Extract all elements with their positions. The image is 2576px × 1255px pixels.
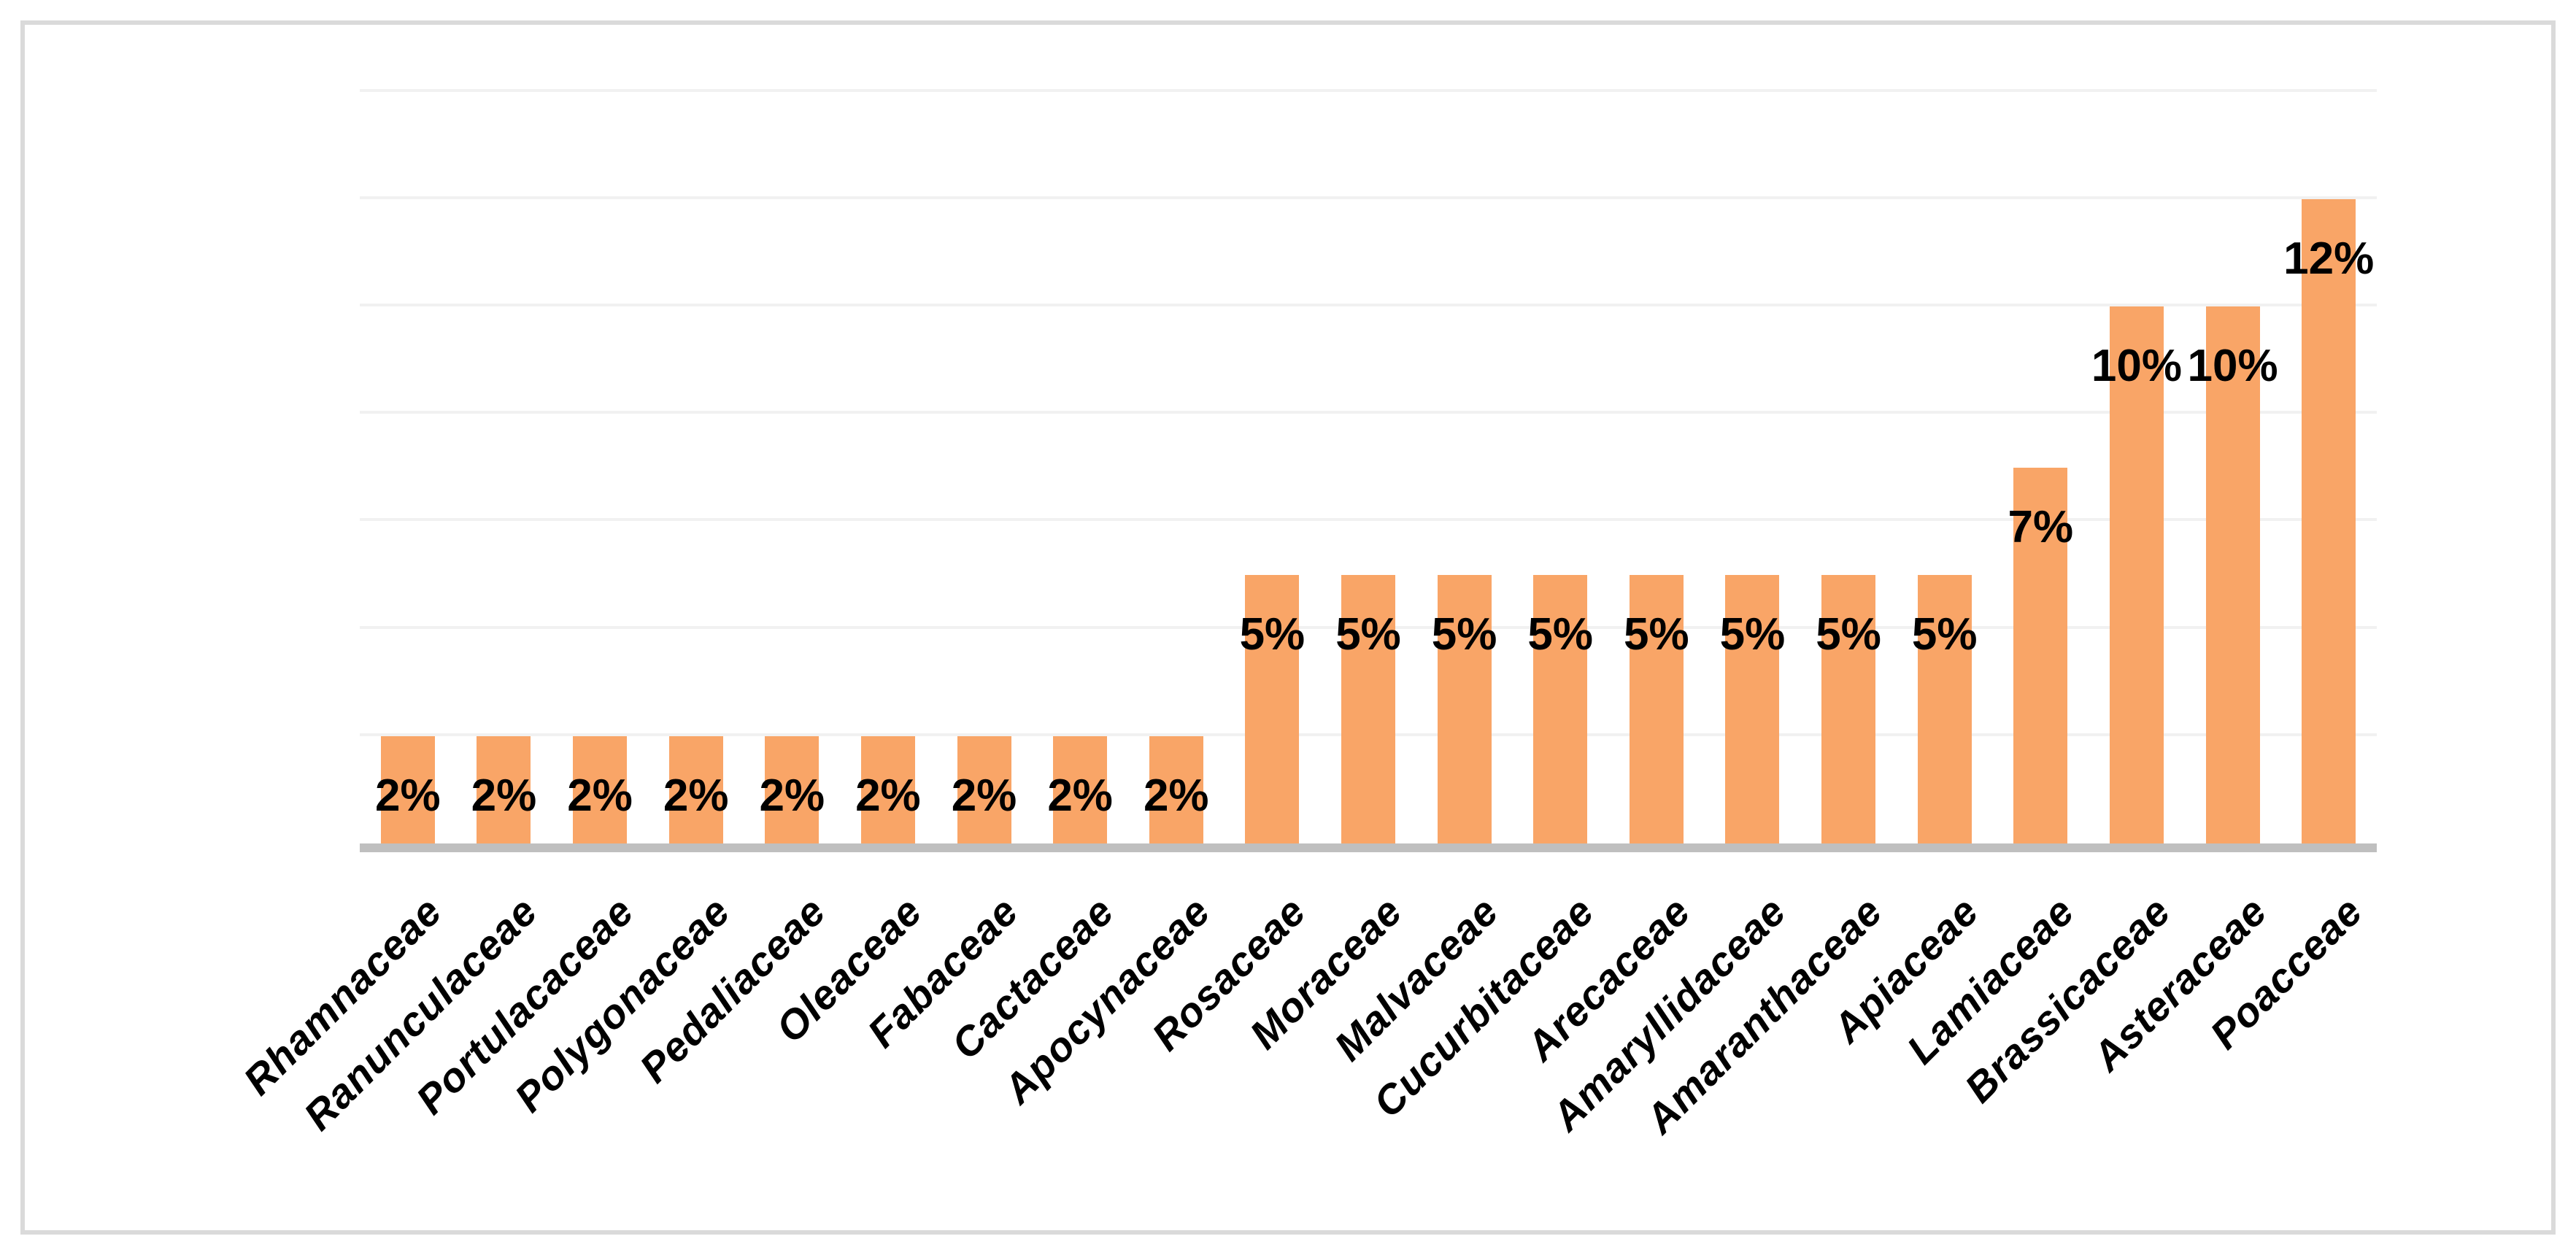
bar-Rhamnaceae: [380, 735, 435, 843]
bar-value-label-Cactaceae: 2%: [1047, 770, 1113, 821]
bar-value-label-Amaranthaceae: 5%: [1816, 609, 1881, 660]
bar-Lamiaceae: [2013, 467, 2068, 843]
bar-Malvaceae: [1437, 575, 1492, 843]
bar-value-label-Cucurbitaceae: 5%: [1527, 609, 1594, 660]
bar-Arecaceae: [1629, 575, 1684, 843]
bar-Rosaceae: [1245, 575, 1300, 843]
bar-value-label-Rhamnaceae: 2%: [374, 770, 441, 821]
bar-Cucurbitaceae: [1533, 575, 1588, 843]
gridline-6-percent: [360, 518, 2377, 522]
bar-Amaryllidaceae: [1725, 575, 1780, 843]
bar-value-label-Apocynaceae: 2%: [1143, 770, 1209, 821]
bar-value-label-Brassicaceae: 10%: [2091, 341, 2182, 391]
bar-Apocynaceae: [1149, 735, 1203, 843]
bar-value-label-Amaryllidaceae: 5%: [1719, 609, 1786, 660]
bar-Portulacaceae: [573, 735, 628, 843]
bar-Brassicaceae: [2109, 306, 2164, 843]
bar-Poacceae: [2302, 198, 2356, 843]
bar-Apiaceae: [1917, 575, 1972, 843]
bar-value-label-Rosaceae: 5%: [1239, 609, 1306, 660]
bar-value-label-Fabaceae: 2%: [951, 770, 1017, 821]
bar-value-label-Malvaceae: 5%: [1431, 609, 1497, 660]
bar-Amaranthaceae: [1821, 575, 1876, 843]
bar-Asteraceae: [2205, 306, 2260, 843]
bar-value-label-Oleaceae: 2%: [855, 770, 921, 821]
gridline-14-percent: [360, 88, 2377, 92]
gridline-10-percent: [360, 304, 2377, 306]
bar-value-label-Ranunculaceae: 2%: [471, 770, 537, 821]
bar-value-label-Poacceae: 12%: [2283, 233, 2375, 284]
bar-value-label-Portulacaceae: 2%: [567, 770, 633, 821]
bar-value-label-Moraceae: 5%: [1335, 609, 1401, 660]
bar-value-label-Arecaceae: 5%: [1624, 609, 1689, 660]
bar-Ranunculaceae: [477, 735, 531, 843]
bar-Pedaliaceae: [765, 735, 820, 843]
bar-value-label-Asteraceae: 10%: [2187, 341, 2278, 391]
bar-value-label-Polygonaceae: 2%: [663, 770, 729, 821]
bar-Cactaceae: [1053, 735, 1108, 843]
bar-value-label-Pedaliaceae: 2%: [759, 770, 825, 821]
x-axis-line: [360, 843, 2377, 852]
bar-value-label-Apiaceae: 5%: [1911, 609, 1978, 660]
bar-Moraceae: [1341, 575, 1395, 843]
bar-Oleaceae: [860, 735, 915, 843]
bar-value-label-Lamiaceae: 7%: [2008, 501, 2074, 552]
bar-Polygonaceae: [668, 735, 723, 843]
gridline-12-percent: [360, 196, 2377, 199]
bar-Fabaceae: [957, 735, 1011, 843]
gridline-8-percent: [360, 411, 2377, 414]
